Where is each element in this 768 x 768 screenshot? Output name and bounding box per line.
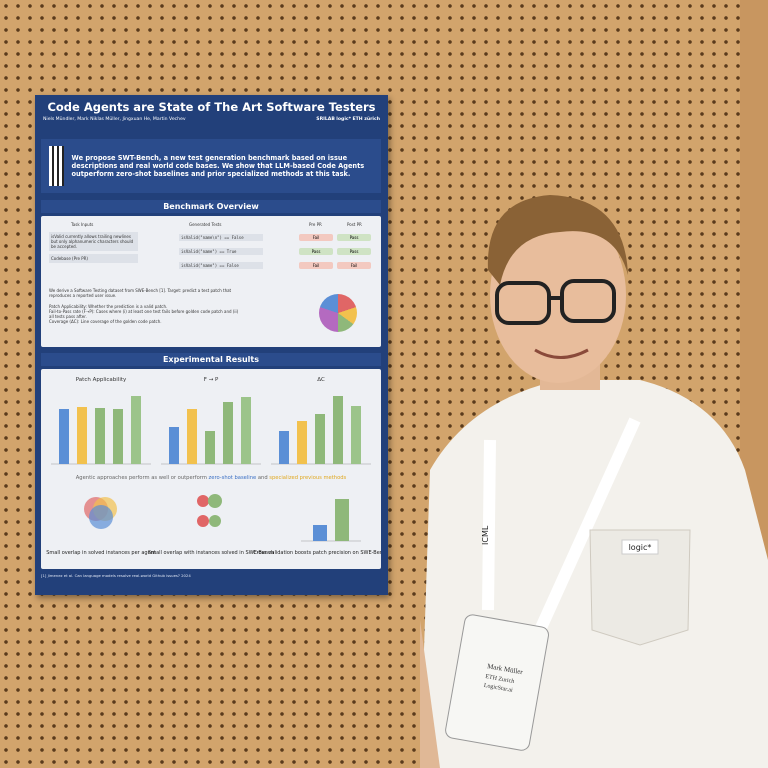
claim-part: Agentic approaches perform as well or ou… bbox=[76, 475, 207, 481]
logo: ETH zürich bbox=[352, 117, 381, 122]
generated-test: isValid("name") == False bbox=[179, 262, 263, 269]
shirt-logo-box bbox=[621, 539, 659, 555]
section-heading: Experimental Results bbox=[41, 353, 381, 366]
bar bbox=[169, 427, 179, 464]
face bbox=[490, 207, 626, 383]
hair bbox=[487, 195, 628, 285]
description: We derive a Software Testing dataset fro… bbox=[49, 288, 232, 298]
bar bbox=[113, 409, 123, 464]
bar bbox=[205, 431, 215, 464]
badge bbox=[445, 614, 549, 751]
authors: Niels Mündler, Mark Niklas Müller, Jingx… bbox=[43, 117, 186, 122]
chart-title: F → P bbox=[204, 377, 219, 383]
bar bbox=[77, 407, 87, 464]
caption: Cross validation boosts patch precision … bbox=[253, 550, 381, 556]
column-label: Task Inputs bbox=[71, 222, 94, 227]
poster-title: Code Agents are State of The Art Softwar… bbox=[47, 100, 376, 114]
venn bbox=[84, 497, 117, 529]
pocket bbox=[589, 529, 691, 646]
test-result: Pass bbox=[337, 248, 371, 255]
bullet: Coverage (ΔC): Line coverage of the gold… bbox=[49, 319, 162, 324]
lanyard-text: ICML bbox=[481, 525, 490, 545]
bar bbox=[351, 406, 361, 464]
bar bbox=[187, 409, 197, 464]
column-label: Generated Tests bbox=[189, 222, 222, 227]
logo: SRILAB bbox=[316, 117, 335, 122]
author-row: Niels Mündler, Mark Niklas Müller, Jingx… bbox=[35, 117, 388, 122]
bar bbox=[297, 421, 307, 464]
bullet: Fail-to-Pass rate (F→P): Cases where (i)… bbox=[49, 309, 239, 319]
chart-title: Patch Applicability bbox=[76, 377, 127, 383]
results-charts: Agentic approaches perform as well or ou… bbox=[46, 377, 389, 556]
generated-test: isValid("name") == True bbox=[179, 248, 263, 255]
issue: isValid currently allows trailing newlin… bbox=[49, 232, 138, 251]
bar bbox=[335, 499, 349, 541]
bar bbox=[95, 408, 105, 464]
bullet: Patch Applicability: Whether the predict… bbox=[49, 304, 168, 309]
qr-code bbox=[49, 146, 64, 186]
claim: Agentic approaches perform as well or ou… bbox=[76, 475, 347, 481]
test-result: Fail bbox=[337, 262, 371, 269]
bar bbox=[241, 397, 251, 464]
abstract: We propose SWT-Bench, a new test generat… bbox=[71, 154, 365, 178]
references: [1] Jimenez et al. Can language models r… bbox=[41, 573, 191, 578]
badge-affiliation: ETH Zurich bbox=[485, 674, 515, 685]
pie-decoration bbox=[319, 294, 357, 332]
overview-panel: Task Inputs isValid currently allows tra… bbox=[41, 216, 381, 347]
poster: Code Agents are State of The Art Softwar… bbox=[35, 95, 389, 595]
test-result: Pass bbox=[299, 248, 333, 255]
test-result: Fail bbox=[299, 262, 333, 269]
generated-test: isValid("name\n") == False bbox=[179, 234, 263, 241]
shirt-logo: logic* bbox=[629, 543, 652, 552]
caption: Small overlap in solved instances per ag… bbox=[46, 550, 156, 556]
results-panel: Agentic approaches perform as well or ou… bbox=[41, 369, 389, 569]
claim-part: zero-shot baseline bbox=[209, 475, 257, 481]
abstract-box: We propose SWT-Bench, a new test generat… bbox=[41, 139, 381, 193]
test-result: Fail bbox=[299, 234, 333, 241]
glasses bbox=[495, 279, 616, 325]
column-label: Pre PR bbox=[309, 222, 322, 227]
bar bbox=[59, 409, 69, 464]
bullets: Patch Applicability: Whether the predict… bbox=[49, 304, 239, 324]
bar bbox=[333, 396, 343, 464]
badge-affiliation: LogicStar.ai bbox=[483, 683, 513, 694]
bar bbox=[279, 431, 289, 464]
bar bbox=[131, 396, 141, 464]
caption: Small overlap with instances solved in S… bbox=[148, 550, 274, 556]
codebase: Codebase (Pre PR) bbox=[49, 254, 138, 263]
bar bbox=[315, 414, 325, 464]
chart-title: ΔC bbox=[317, 377, 325, 383]
claim-part: specialized previous methods bbox=[269, 475, 346, 481]
bar bbox=[223, 402, 233, 464]
lanyard bbox=[482, 417, 641, 633]
claim-part: and bbox=[258, 475, 268, 481]
logo: logic* bbox=[336, 117, 352, 122]
hand bbox=[420, 620, 440, 768]
bar bbox=[313, 525, 327, 541]
smile bbox=[534, 348, 589, 359]
column-label: Post PR bbox=[347, 222, 362, 227]
section-heading: Benchmark Overview bbox=[41, 200, 381, 213]
venn bbox=[197, 494, 222, 527]
logos: SRILAB logic* ETH zürich bbox=[316, 117, 380, 122]
test-result: Pass bbox=[337, 234, 371, 241]
